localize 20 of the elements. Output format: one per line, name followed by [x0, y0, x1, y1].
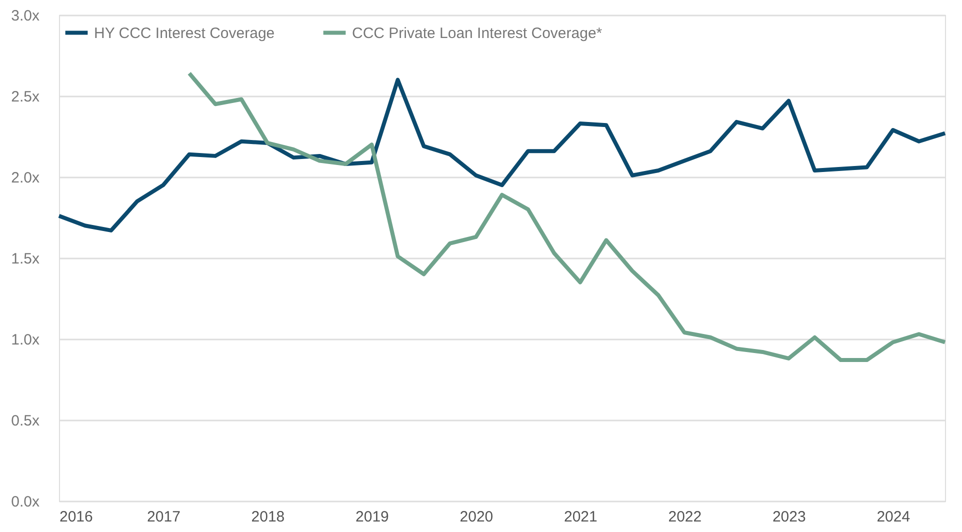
legend-label: CCC Private Loan Interest Coverage* [352, 24, 602, 42]
line-series [187, 71, 947, 362]
y-tick-label: 2.5x [11, 88, 40, 106]
y-tick-label: 1.5x [11, 250, 40, 268]
y-tick-label: 3.0x [11, 8, 40, 24]
y-tick-label: 1.0x [11, 332, 40, 348]
y-tick-label: 2.0x [11, 170, 40, 186]
x-tick-label: 2019 [356, 508, 389, 526]
x-tick-label: 2024 [876, 508, 910, 526]
x-tick-label: 2020 [460, 508, 494, 526]
legend-label: HY CCC Interest Coverage [94, 24, 275, 42]
x-tick-label: 2022 [668, 508, 702, 526]
x-tick-label: 2018 [251, 508, 285, 526]
x-tick-label: 2021 [564, 508, 598, 526]
y-tick-label: 0.0x [11, 494, 40, 510]
line-series [57, 78, 947, 232]
x-tick-label: 2023 [772, 508, 806, 526]
y-tick-label: 0.5x [11, 412, 40, 430]
x-tick-label: 2016 [60, 508, 93, 526]
x-tick-label: 2017 [147, 508, 180, 526]
